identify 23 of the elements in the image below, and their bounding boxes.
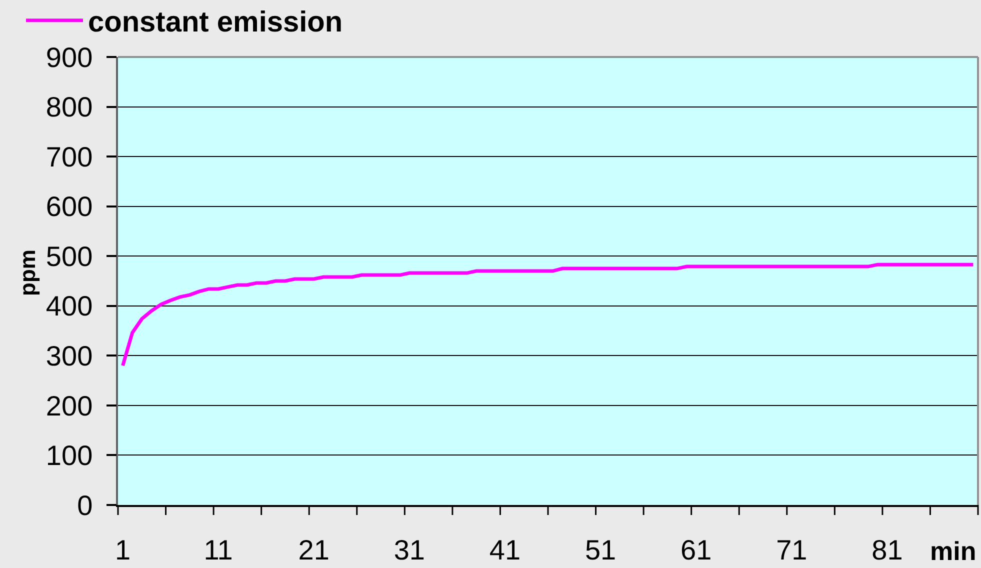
x-tick-label: 61 (680, 534, 712, 566)
x-tick-label: 81 (872, 534, 903, 566)
y-axis-title: ppm (15, 250, 40, 296)
x-tick-label: 41 (489, 534, 521, 566)
y-tick-label: 400 (46, 290, 93, 322)
x-tick-label: 71 (776, 534, 808, 566)
y-tick-label: 800 (46, 92, 93, 123)
y-tick-label: 100 (46, 440, 93, 472)
x-tick-label: 31 (394, 534, 426, 566)
y-tick-label: 0 (77, 490, 93, 521)
y-tick-label: 300 (46, 340, 93, 372)
line-series (121, 262, 975, 368)
x-tick-label: 51 (584, 534, 616, 566)
y-tick-label: 600 (46, 191, 93, 222)
x-axis-title: min (930, 536, 976, 566)
legend-label: constant emission (88, 6, 343, 39)
x-tick-label: 11 (204, 534, 233, 566)
y-tick-label: 500 (46, 240, 93, 272)
y-tick-label: 900 (46, 42, 93, 73)
x-tick-label: 1 (114, 534, 131, 566)
y-tick-label: 200 (46, 390, 93, 422)
y-tick-label: 700 (46, 141, 93, 172)
x-tick-label: 21 (298, 534, 330, 566)
